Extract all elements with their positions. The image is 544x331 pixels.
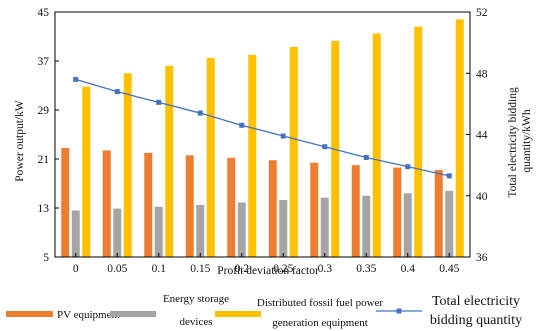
- bar-fossil-9: [455, 19, 464, 257]
- bar-fossil-3: [206, 57, 215, 257]
- y-right-tick-label-44: 44: [476, 130, 488, 142]
- legend: PV equipment Energy storage devices Dist…: [6, 293, 522, 329]
- bar-fossil-5: [289, 46, 298, 257]
- x-tick-label-5: 0.25: [273, 263, 293, 275]
- x-tick-label-2: 0.1: [152, 263, 167, 275]
- legend-label-total-line2: bidding quantity: [430, 313, 522, 328]
- legend-label-storage-line2: devices: [180, 316, 213, 328]
- legend-label-fossil-line2: generation equipment: [272, 317, 368, 329]
- bar-fossil-7: [372, 33, 381, 257]
- bar-storage-5: [279, 200, 288, 257]
- x-tick-label-1: 0.05: [107, 263, 127, 275]
- y-axis-title-left: Power output/kW: [14, 100, 26, 182]
- legend-label-total-line1: Total electricity: [432, 294, 520, 309]
- x-tick-label-9: 0.45: [439, 263, 459, 275]
- legend-swatch-storage: [110, 311, 156, 317]
- y-left-tick-label-37: 37: [38, 56, 50, 68]
- y-right-tick-label-36: 36: [476, 252, 488, 264]
- bar-fossil-2: [165, 65, 174, 258]
- bar-pv-9: [434, 170, 443, 257]
- line-total-bidding: [75, 78, 450, 177]
- point-total-bidding-5: [280, 133, 286, 139]
- point-total-bidding-8: [405, 164, 411, 170]
- y-right-tick-label-48: 48: [476, 68, 488, 80]
- bar-pv-6: [310, 162, 319, 257]
- x-tick-label-7: 0.35: [356, 263, 376, 275]
- bar-storage-1: [113, 208, 122, 257]
- y-left-tick-label-21: 21: [38, 154, 50, 166]
- point-total-bidding-4: [239, 122, 245, 128]
- y-axis-title-right-line2: quantity/kWh: [521, 109, 533, 172]
- point-total-bidding-7: [363, 154, 369, 160]
- x-tick-label-8: 0.4: [401, 263, 416, 275]
- bar-storage-0: [71, 210, 80, 257]
- x-tick-label-4: 0.2: [235, 263, 250, 275]
- bar-storage-2: [154, 206, 163, 257]
- y-left-tick-label-5: 5: [43, 252, 49, 264]
- bar-storage-3: [196, 204, 205, 257]
- bar-storage-7: [362, 195, 371, 257]
- bar-pv-2: [144, 152, 153, 257]
- point-total-bidding-0: [73, 76, 79, 82]
- bar-pv-1: [102, 150, 111, 257]
- bar-pv-5: [268, 160, 277, 257]
- bar-pv-7: [351, 165, 360, 257]
- point-total-bidding-9: [446, 173, 452, 179]
- line-layer: [73, 76, 452, 179]
- legend-label-fossil-line1: Distributed fossil fuel power: [257, 297, 384, 309]
- bar-pv-8: [393, 167, 402, 257]
- point-total-bidding-3: [197, 110, 203, 116]
- y-axis-title-right-line1: Total electricity bidding: [507, 87, 519, 198]
- bar-pv-4: [227, 157, 236, 257]
- y-left-tick-label-29: 29: [38, 105, 50, 117]
- legend-swatch-pv: [6, 311, 53, 317]
- legend-swatch-fossil: [215, 311, 261, 317]
- bar-pv-0: [61, 147, 70, 257]
- bar-storage-8: [403, 193, 412, 257]
- tick-layer: 5 13 21 29 37 45 36 40 44 48 52 0 0.05 0.1 0.15 0.2 0.25…: [38, 7, 488, 275]
- bar-fossil-1: [123, 73, 132, 257]
- x-tick-label-0: 0: [73, 263, 79, 275]
- point-total-bidding-6: [322, 144, 328, 150]
- legend-label-pv: PV equipment: [57, 309, 120, 321]
- y-right-tick-label-52: 52: [476, 7, 488, 19]
- y-left-tick-label-45: 45: [38, 7, 50, 19]
- point-total-bidding-1: [114, 89, 120, 95]
- bar-fossil-0: [82, 86, 91, 257]
- bar-storage-6: [320, 197, 329, 257]
- bar-storage-4: [237, 202, 246, 257]
- y-right-tick-label-40: 40: [476, 191, 488, 203]
- y-left-tick-label-13: 13: [38, 203, 50, 215]
- point-total-bidding-2: [156, 99, 162, 105]
- bar-fossil-8: [414, 26, 423, 258]
- legend-swatch-total-marker: [396, 308, 402, 314]
- y-axis-title-right: Total electricity bidding quantity/kWh: [507, 84, 533, 197]
- x-tick-label-6: 0.3: [318, 263, 333, 275]
- bar-pv-3: [185, 155, 194, 257]
- bar-storage-9: [445, 190, 454, 257]
- x-axis-title: Profit deviation factor: [217, 265, 319, 277]
- legend-label-storage-line1: Energy storage: [163, 293, 229, 305]
- x-tick-label-3: 0.15: [190, 263, 210, 275]
- bar-fossil-4: [248, 54, 257, 257]
